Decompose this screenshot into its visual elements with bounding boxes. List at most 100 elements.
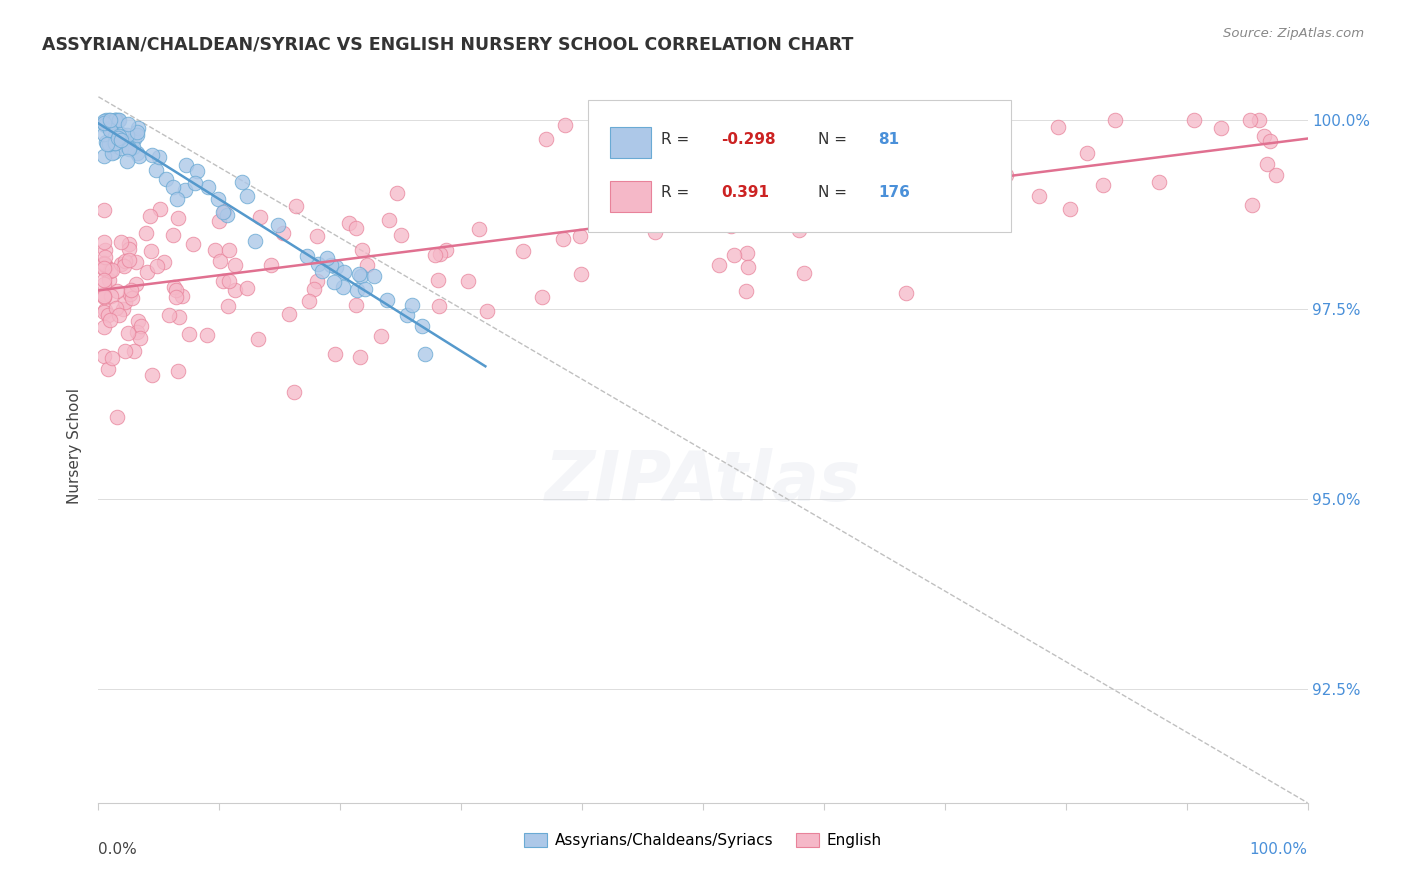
- Point: [917, 112, 939, 127]
- Point: [591, 215, 613, 229]
- Point: [104, 136, 127, 150]
- Point: [370, 329, 392, 343]
- Point: [332, 280, 354, 294]
- Text: N =: N =: [818, 186, 852, 200]
- Point: [110, 134, 132, 148]
- Point: [145, 259, 167, 273]
- FancyBboxPatch shape: [588, 100, 1011, 232]
- Point: [184, 176, 207, 190]
- Point: [93, 289, 115, 303]
- Point: [427, 299, 450, 313]
- Point: [117, 252, 139, 267]
- Point: [107, 112, 129, 127]
- Point: [720, 219, 742, 233]
- Point: [105, 284, 128, 298]
- Point: [97, 362, 120, 376]
- Point: [637, 174, 659, 188]
- Point: [197, 327, 219, 342]
- Point: [1249, 112, 1271, 127]
- Point: [434, 243, 457, 257]
- Point: [93, 114, 115, 128]
- Point: [104, 113, 127, 128]
- Point: [915, 170, 938, 185]
- Point: [401, 298, 423, 312]
- Text: N =: N =: [818, 132, 852, 146]
- Point: [363, 268, 385, 283]
- Point: [94, 244, 117, 258]
- Point: [93, 273, 115, 287]
- Point: [1258, 134, 1281, 148]
- FancyBboxPatch shape: [610, 127, 651, 159]
- Point: [695, 205, 717, 219]
- Point: [166, 192, 188, 206]
- Point: [93, 149, 115, 163]
- Point: [155, 171, 177, 186]
- Text: ASSYRIAN/CHALDEAN/SYRIAC VS ENGLISH NURSERY SCHOOL CORRELATION CHART: ASSYRIAN/CHALDEAN/SYRIAC VS ENGLISH NURS…: [42, 36, 853, 54]
- Point: [98, 112, 121, 127]
- Point: [162, 180, 184, 194]
- Point: [285, 199, 308, 213]
- Point: [568, 228, 591, 243]
- Point: [170, 288, 193, 302]
- Point: [389, 227, 412, 242]
- Point: [319, 258, 342, 272]
- Point: [114, 344, 136, 359]
- Point: [103, 145, 125, 160]
- Point: [212, 274, 235, 288]
- Point: [554, 118, 576, 132]
- Point: [120, 284, 142, 298]
- Point: [737, 260, 759, 274]
- Point: [149, 202, 172, 216]
- Point: [352, 243, 374, 257]
- Point: [104, 301, 127, 315]
- Point: [395, 309, 418, 323]
- Point: [1059, 202, 1081, 216]
- Point: [337, 215, 360, 229]
- Point: [896, 286, 918, 301]
- Point: [534, 132, 557, 146]
- Point: [243, 234, 266, 248]
- Point: [98, 264, 121, 278]
- Text: -0.298: -0.298: [721, 132, 776, 146]
- Point: [375, 293, 398, 307]
- Point: [641, 202, 664, 216]
- Point: [110, 141, 132, 155]
- Point: [1239, 112, 1261, 127]
- Point: [796, 214, 818, 228]
- Point: [93, 250, 115, 264]
- Y-axis label: Nursery School: Nursery School: [67, 388, 83, 504]
- Point: [1104, 112, 1126, 127]
- Point: [118, 243, 141, 257]
- Point: [1047, 120, 1070, 135]
- Point: [97, 137, 120, 152]
- Point: [120, 286, 142, 301]
- Point: [98, 312, 121, 326]
- Point: [231, 175, 253, 189]
- Point: [115, 153, 138, 168]
- Point: [378, 213, 401, 227]
- Point: [93, 260, 115, 275]
- Point: [569, 267, 592, 281]
- Point: [711, 157, 734, 171]
- Point: [103, 136, 125, 151]
- Point: [271, 226, 294, 240]
- Point: [1240, 198, 1263, 212]
- Point: [322, 275, 344, 289]
- Point: [114, 253, 136, 268]
- Point: [1149, 175, 1171, 189]
- Point: [115, 128, 138, 143]
- Point: [111, 134, 134, 148]
- Point: [735, 246, 758, 260]
- Point: [346, 283, 368, 297]
- Point: [1253, 129, 1275, 144]
- Point: [177, 326, 200, 341]
- Point: [302, 282, 325, 296]
- Text: 0.0%: 0.0%: [98, 842, 138, 857]
- Point: [167, 363, 190, 377]
- Point: [208, 214, 231, 228]
- Point: [141, 368, 163, 382]
- Point: [93, 203, 115, 218]
- Point: [385, 186, 408, 200]
- Point: [325, 260, 347, 274]
- Point: [770, 162, 793, 177]
